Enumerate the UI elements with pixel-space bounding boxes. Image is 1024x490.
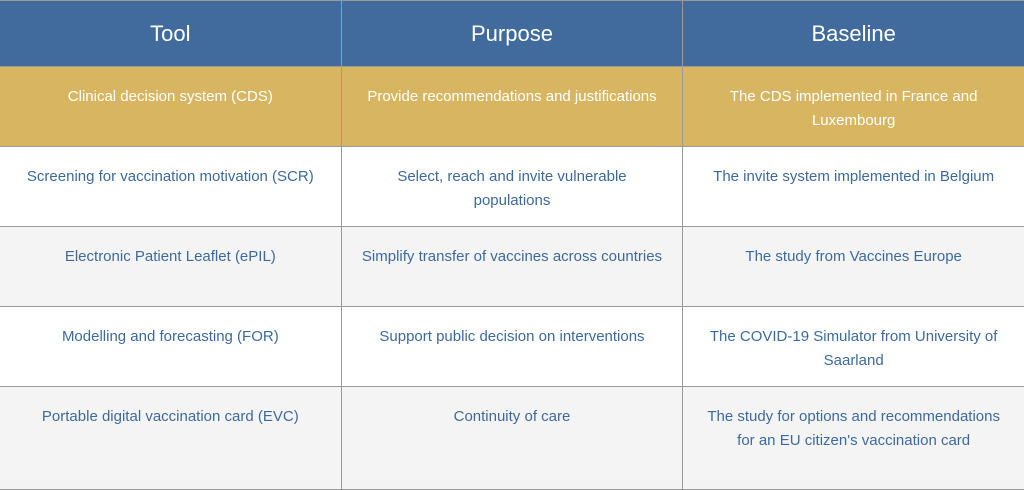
table-row: Screening for vaccination motivation (SC… [0,146,1024,227]
cell-tool: Screening for vaccination motivation (SC… [0,146,342,227]
header-baseline: Baseline [682,0,1024,67]
cell-tool: Electronic Patient Leaflet (ePIL) [0,226,342,307]
table-row: Electronic Patient Leaflet (ePIL) Simpli… [0,226,1024,307]
cell-purpose: Select, reach and invite vulnerable popu… [340,146,684,227]
table-row: Portable digital vaccination card (EVC) … [0,386,1024,490]
cell-tool: Modelling and forecasting (FOR) [0,306,342,387]
cell-purpose: Simplify transfer of vaccines across cou… [340,226,684,307]
header-row: Tool Purpose Baseline [0,0,1024,67]
cell-purpose: Support public decision on interventions [340,306,684,387]
cell-tool: Portable digital vaccination card (EVC) [0,386,342,490]
cell-purpose: Continuity of care [340,386,684,490]
cell-baseline: The CDS implemented in France and Luxemb… [682,66,1024,147]
header-tool: Tool [0,0,342,67]
cell-baseline: The COVID-19 Simulator from University o… [682,306,1024,387]
cell-tool: Clinical decision system (CDS) [0,66,342,147]
table-row: Modelling and forecasting (FOR) Support … [0,306,1024,387]
header-purpose: Purpose [340,0,684,67]
table-row: Clinical decision system (CDS) Provide r… [0,66,1024,147]
cell-purpose: Provide recommendations and justificatio… [340,66,684,147]
cell-baseline: The study for options and recommendation… [682,386,1024,490]
cell-baseline: The study from Vaccines Europe [682,226,1024,307]
cell-baseline: The invite system implemented in Belgium [682,146,1024,227]
